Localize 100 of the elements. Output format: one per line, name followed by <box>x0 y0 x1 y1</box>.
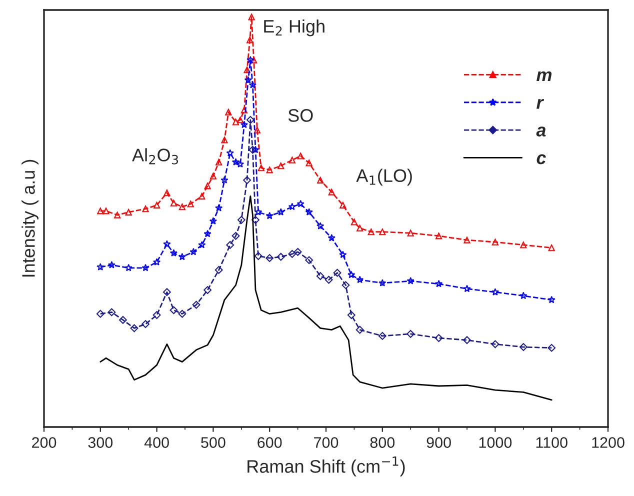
point <box>306 160 312 166</box>
point <box>240 120 248 128</box>
point <box>142 320 150 328</box>
point <box>248 14 255 20</box>
point <box>214 266 223 274</box>
x-tick-label: 400 <box>144 437 169 448</box>
point <box>520 242 527 248</box>
x-tick-label: 900 <box>426 437 451 448</box>
point <box>297 152 304 160</box>
point <box>491 288 500 296</box>
point <box>406 277 414 284</box>
point <box>170 200 178 206</box>
x-tick-label: 200 <box>32 437 56 448</box>
point <box>164 190 170 196</box>
point <box>96 310 104 318</box>
point <box>548 296 556 304</box>
point <box>102 208 110 214</box>
point <box>463 336 471 344</box>
point <box>170 249 178 256</box>
point <box>407 230 414 236</box>
point <box>316 272 324 280</box>
point <box>108 308 116 316</box>
point <box>96 263 104 270</box>
legend-label: a <box>536 126 546 137</box>
point <box>240 106 248 114</box>
point <box>142 264 150 272</box>
point <box>244 66 250 74</box>
annotation: E$_{2}$ High <box>264 19 324 36</box>
point <box>216 158 222 166</box>
point <box>406 330 415 338</box>
point <box>254 208 262 216</box>
point <box>266 166 273 174</box>
point <box>232 232 240 240</box>
point <box>434 280 443 288</box>
point <box>463 284 471 292</box>
point <box>198 192 206 200</box>
point <box>232 158 240 166</box>
point <box>210 172 216 180</box>
point <box>350 218 358 226</box>
x-tick-label: 1100 <box>536 437 568 448</box>
point <box>152 258 161 266</box>
x-tick-label: 300 <box>88 437 113 448</box>
point <box>348 270 356 278</box>
point <box>305 208 313 216</box>
point <box>198 240 206 248</box>
point <box>114 212 121 218</box>
point <box>520 292 528 300</box>
point <box>204 286 212 294</box>
point <box>464 236 470 244</box>
point <box>342 281 350 290</box>
legend-label: m <box>536 71 552 82</box>
point <box>316 222 324 230</box>
x-tick-label: 600 <box>258 437 282 448</box>
point <box>152 311 161 320</box>
point <box>339 250 347 258</box>
point <box>278 162 284 170</box>
point <box>356 224 364 232</box>
point <box>162 288 171 296</box>
point <box>340 202 346 208</box>
point <box>154 202 160 208</box>
point <box>252 146 260 154</box>
point <box>288 156 296 164</box>
point <box>277 208 285 216</box>
point <box>190 248 198 256</box>
point <box>125 208 132 216</box>
point <box>434 334 443 342</box>
point <box>378 332 386 340</box>
legend-label: r <box>536 98 544 109</box>
x-tick-label: 1200 <box>592 437 624 448</box>
point <box>226 149 234 156</box>
point <box>356 276 364 284</box>
point <box>305 256 314 264</box>
point <box>163 240 171 248</box>
point <box>142 206 149 212</box>
point <box>250 56 258 64</box>
point <box>294 248 302 256</box>
point <box>296 200 304 208</box>
point <box>246 116 254 124</box>
point <box>119 316 127 324</box>
point <box>232 118 240 126</box>
point <box>324 276 333 284</box>
point <box>252 216 260 224</box>
point <box>124 264 132 272</box>
point <box>258 164 264 172</box>
point <box>378 279 386 286</box>
point <box>236 116 244 124</box>
point <box>192 300 200 309</box>
point <box>246 56 254 64</box>
point <box>317 176 324 184</box>
point <box>237 216 246 224</box>
point <box>178 204 186 210</box>
point <box>246 36 254 44</box>
point <box>204 230 212 238</box>
point <box>244 76 252 84</box>
x-tick-label: 500 <box>201 437 226 448</box>
point <box>226 240 234 249</box>
point <box>221 136 228 144</box>
point <box>187 200 194 208</box>
point <box>492 238 498 246</box>
point <box>108 261 116 268</box>
